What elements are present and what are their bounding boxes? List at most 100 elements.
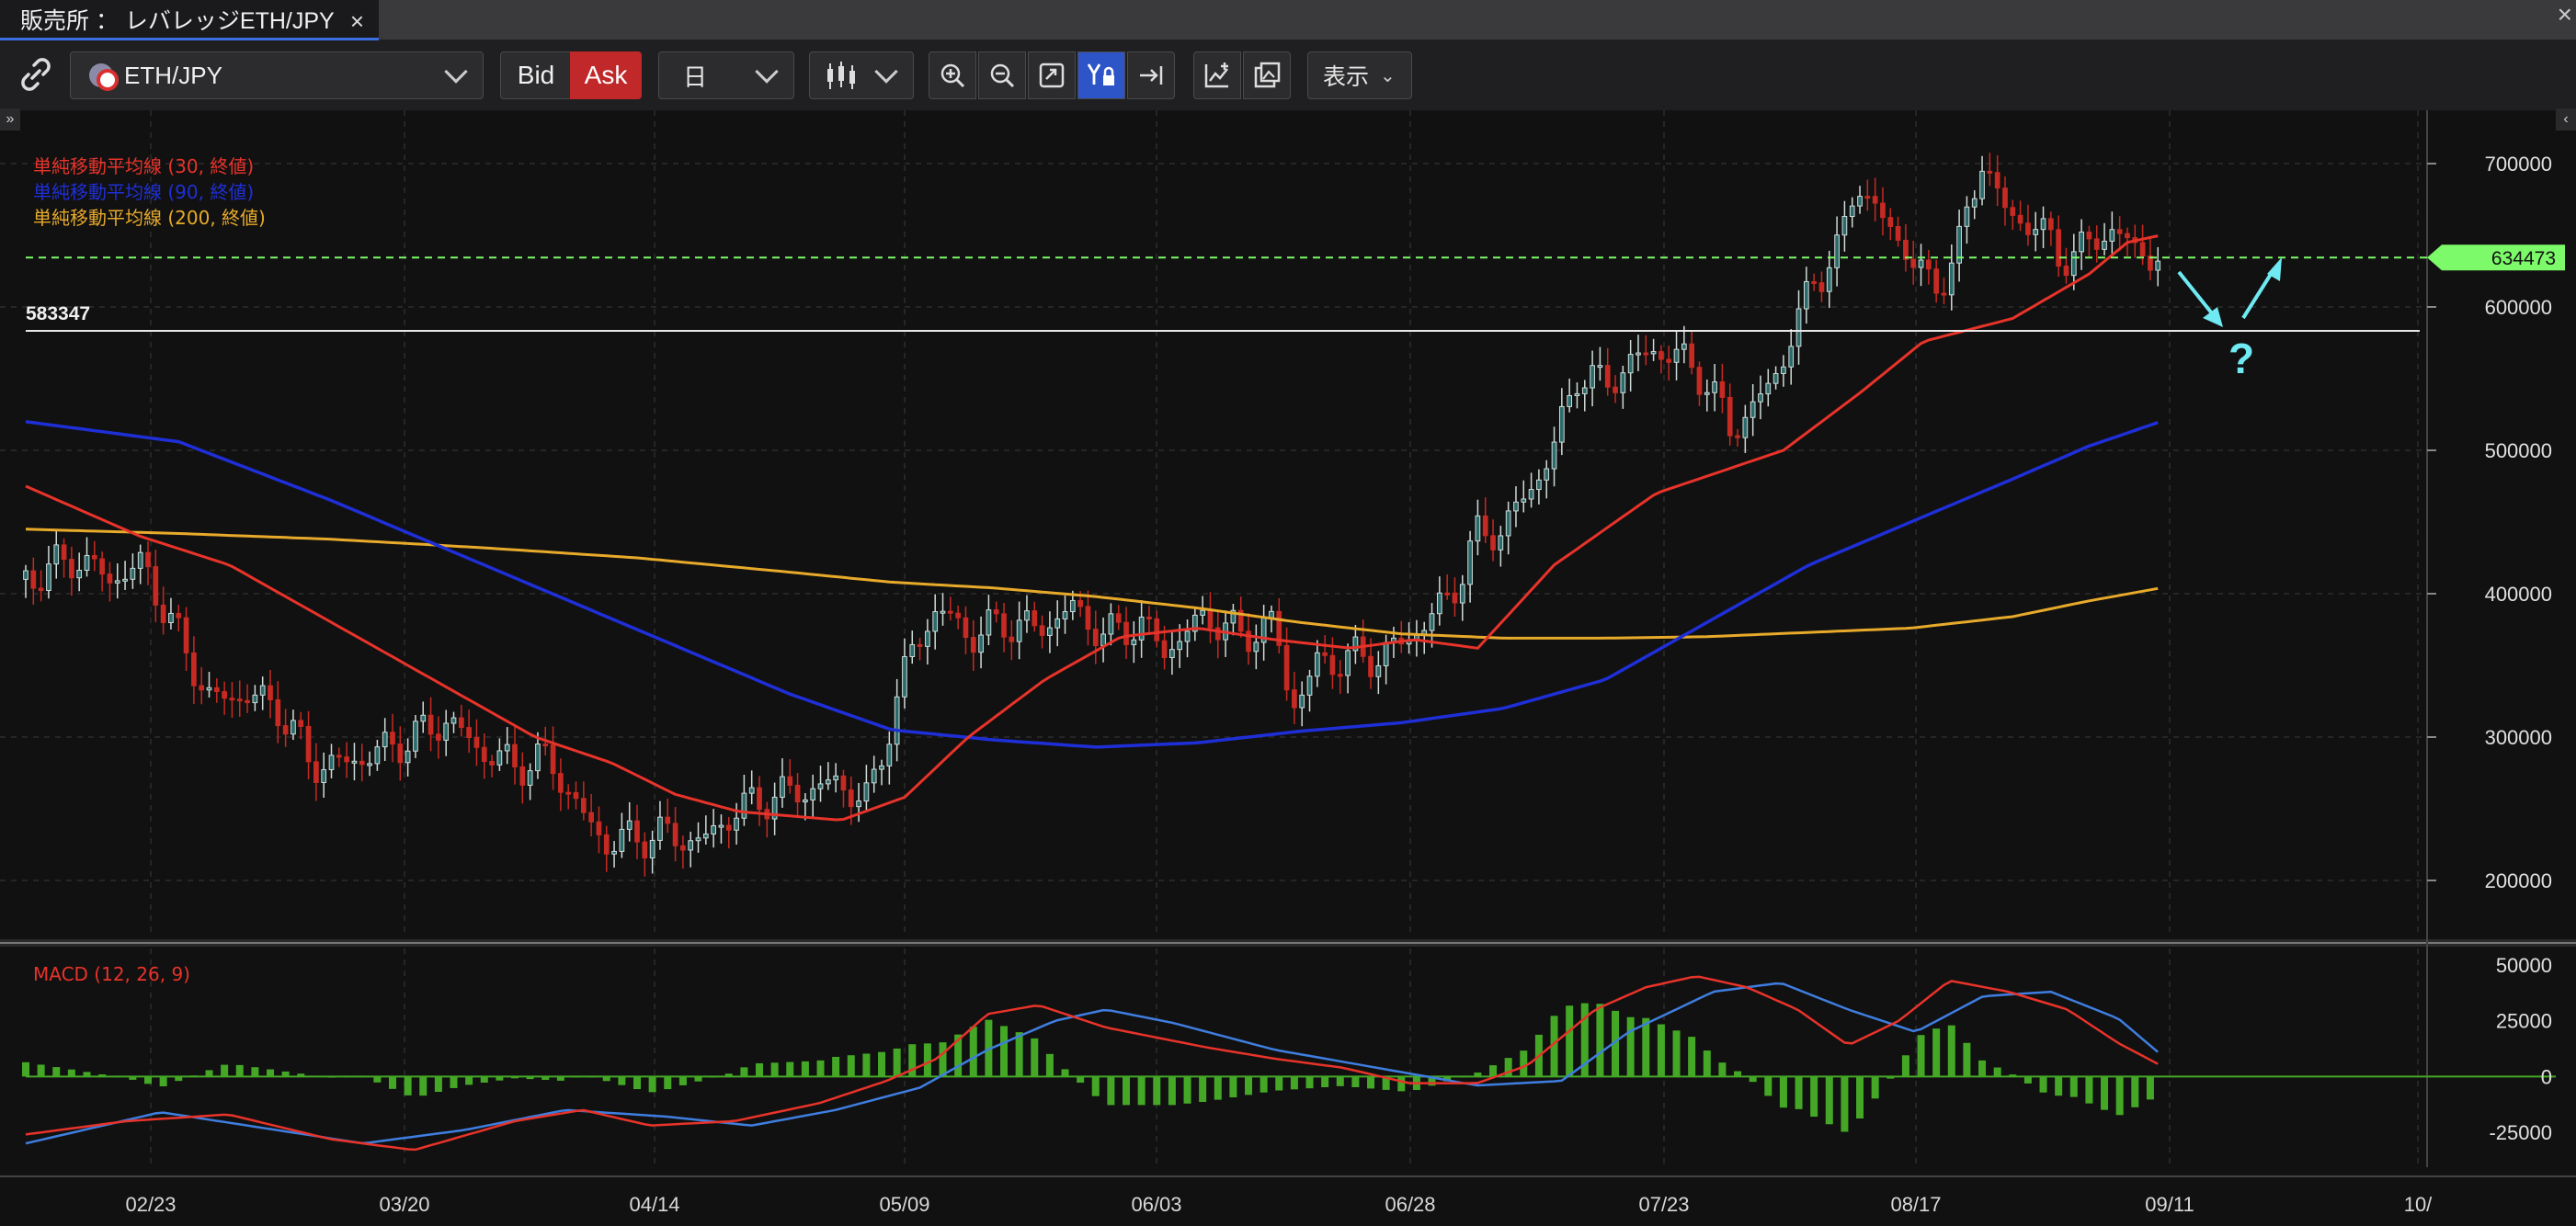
candle-body <box>2155 260 2161 271</box>
macd-histogram-bar <box>144 1076 153 1084</box>
candle-body <box>1941 292 1947 296</box>
zoom-in-button[interactable] <box>929 51 976 99</box>
candle-body <box>313 761 319 784</box>
candle-body <box>1482 515 1488 537</box>
macd-histogram-bar <box>1305 1076 1314 1089</box>
period-select[interactable]: 日 <box>658 51 794 99</box>
candle-body <box>688 840 694 851</box>
candle-body <box>1283 644 1290 691</box>
candle-body <box>1772 372 1779 384</box>
symbol-select[interactable]: ETH/JPY <box>70 51 484 99</box>
candle-body <box>2125 233 2130 239</box>
candle-body <box>176 612 182 619</box>
candle-body <box>963 617 969 639</box>
candle-body <box>634 820 640 843</box>
candle-body <box>458 717 464 729</box>
macd-histogram-bar <box>1566 1005 1574 1077</box>
ask-button[interactable]: Ask <box>570 51 642 99</box>
macd-histogram-bar <box>1245 1076 1253 1095</box>
chevron-down-icon <box>874 60 898 84</box>
legend-sma30[interactable]: 単純移動平均線 (30, 終値) <box>33 155 254 177</box>
candle-body <box>91 554 97 560</box>
candle-body <box>619 828 625 852</box>
candle-body <box>1123 621 1129 645</box>
macd-histogram-bar <box>465 1076 473 1085</box>
zoom-in-icon <box>940 63 965 88</box>
macd-histogram-bar <box>1397 1076 1406 1092</box>
macd-histogram-bar <box>419 1076 427 1096</box>
indicator-button[interactable] <box>1193 51 1241 99</box>
macd-histogram-bar <box>770 1062 779 1077</box>
drawing-button[interactable] <box>1243 51 1291 99</box>
macd-histogram-bar <box>129 1076 137 1080</box>
fit-screen-button[interactable] <box>1028 51 1076 99</box>
macd-histogram-bar <box>1367 1076 1375 1089</box>
macd-histogram-bar <box>602 1076 610 1082</box>
macd-histogram-bar <box>1886 1076 1895 1079</box>
candle-body <box>1077 599 1084 607</box>
candle-body <box>1849 205 1855 218</box>
candle-body <box>2109 229 2115 242</box>
candle-body <box>1536 479 1542 491</box>
candle-body <box>206 687 212 691</box>
price-chart[interactable]: 583347 634473 ? 単純移動平均線 (30, 終値) 単純移動平均線… <box>0 110 2576 1226</box>
candle-body <box>1567 394 1573 407</box>
candle-body <box>757 787 762 811</box>
candle-body <box>1758 393 1763 403</box>
candle-body <box>1459 584 1465 604</box>
candle-body <box>863 782 870 802</box>
candle-body <box>1765 382 1772 395</box>
macd-histogram-bar <box>740 1067 748 1077</box>
candle-body <box>390 732 395 745</box>
legend-sma90[interactable]: 単純移動平均線 (90, 終値) <box>33 181 254 203</box>
candle-body <box>711 824 716 834</box>
candle-body <box>1062 611 1068 619</box>
sma90-line <box>25 420 2159 749</box>
scroll-to-end-button[interactable] <box>1127 51 1175 99</box>
macd-tick-label: 25000 <box>2496 1010 2552 1033</box>
window-close-icon[interactable]: × <box>2557 0 2572 28</box>
macd-histogram-bar <box>312 1075 320 1077</box>
candle-body <box>114 580 120 584</box>
candle-body <box>1016 619 1022 642</box>
tab-leverage-eth[interactable]: 販売所 ： レバレッジETH/JPY × <box>0 0 379 40</box>
macd-histogram-bar <box>235 1064 244 1077</box>
candle-body <box>229 698 235 701</box>
legend-sma200[interactable]: 単純移動平均線 (200, 終値) <box>33 207 266 229</box>
chart-type-select[interactable] <box>809 51 914 99</box>
legend-macd[interactable]: MACD (12, 26, 9) <box>33 963 190 985</box>
candle-body <box>2086 231 2092 240</box>
zoom-out-button[interactable] <box>978 51 1026 99</box>
expand-right-icon[interactable]: ‹ <box>2556 108 2576 131</box>
candle-body <box>840 775 847 791</box>
bid-button[interactable]: Bid <box>500 51 572 99</box>
candle-body <box>902 655 907 698</box>
candle-body <box>443 722 450 741</box>
candle-body <box>886 744 893 766</box>
link-icon[interactable] <box>13 51 59 97</box>
candle-body <box>1490 535 1496 551</box>
tab-close-icon[interactable]: × <box>349 7 364 35</box>
time-tick-label: 04/14 <box>629 1193 679 1216</box>
candle-body <box>236 698 243 702</box>
y-axis-lock-button[interactable] <box>1077 51 1125 99</box>
candle-body <box>1039 625 1045 636</box>
display-menu-button[interactable]: 表示 ⌄ <box>1307 51 1412 99</box>
sma200-line <box>25 528 2159 640</box>
macd-histogram-bar <box>1963 1042 1971 1077</box>
candle-body <box>1085 606 1091 630</box>
macd-histogram-bar <box>847 1055 855 1077</box>
time-tick-label: 10/ <box>2404 1193 2433 1216</box>
macd-histogram-bar <box>297 1073 305 1077</box>
macd-histogram-bar <box>816 1060 825 1077</box>
candle-body <box>436 733 441 741</box>
macd-axis-labels: 50000 25000 0 -25000 <box>2489 954 2552 1144</box>
expand-left-icon[interactable]: » <box>0 108 20 131</box>
candle-body <box>199 685 205 691</box>
zoom-out-icon <box>990 63 1015 88</box>
candle-body <box>1177 641 1183 651</box>
candle-body <box>1581 387 1588 394</box>
macd-histogram-bar <box>1474 1073 1482 1077</box>
candle-body <box>30 570 37 589</box>
macd-histogram-bar <box>1489 1065 1498 1077</box>
